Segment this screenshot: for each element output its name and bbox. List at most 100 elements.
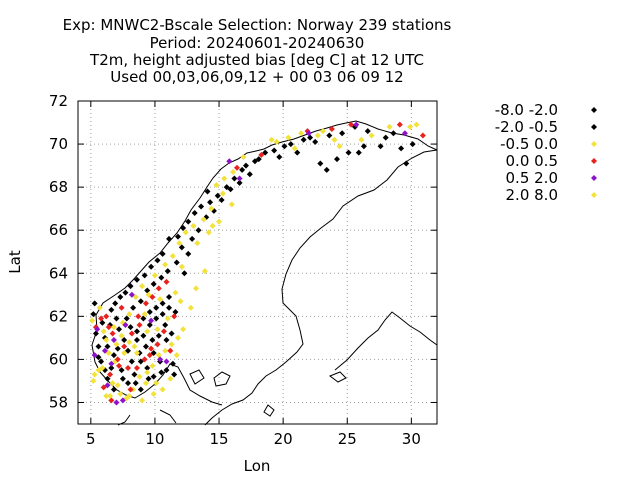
data-point — [227, 186, 234, 193]
data-point — [117, 390, 124, 397]
legend-marker — [591, 175, 597, 181]
title-line-2: Period: 20240601-20240630 — [150, 34, 365, 52]
data-point — [150, 281, 157, 288]
data-point — [166, 304, 173, 311]
data-point — [339, 130, 346, 137]
data-point — [185, 218, 192, 225]
data-point — [181, 270, 188, 277]
data-point — [204, 188, 211, 195]
data-point — [195, 227, 202, 234]
data-point — [104, 382, 111, 389]
data-point — [133, 365, 140, 372]
data-point — [348, 121, 355, 128]
data-point — [336, 143, 343, 150]
data-point — [139, 283, 146, 290]
data-point — [155, 285, 162, 292]
data-point — [164, 268, 171, 275]
data-point — [126, 311, 133, 318]
data-point — [108, 360, 115, 367]
data-point — [153, 304, 160, 311]
data-point — [157, 296, 164, 303]
data-point — [108, 397, 115, 404]
data-point — [218, 197, 225, 204]
data-point — [122, 321, 129, 328]
data-point — [173, 352, 180, 359]
data-point — [104, 343, 111, 350]
data-point — [233, 164, 240, 171]
data-point — [221, 175, 228, 182]
data-point — [148, 345, 155, 352]
data-point — [114, 382, 121, 389]
coastline-map — [91, 120, 438, 426]
data-point — [163, 358, 170, 365]
data-point — [360, 143, 367, 150]
data-point — [141, 272, 148, 279]
data-point — [358, 136, 365, 143]
data-point — [314, 132, 321, 139]
data-point — [91, 300, 98, 307]
data-point — [107, 371, 114, 378]
data-point — [146, 309, 153, 316]
data-point — [155, 352, 162, 359]
data-point — [133, 337, 140, 344]
data-point — [368, 132, 375, 139]
data-point — [154, 341, 161, 348]
data-point — [377, 143, 384, 150]
data-point — [126, 339, 133, 346]
data-point — [95, 343, 102, 350]
data-point — [127, 324, 134, 331]
x-tick-label: 10 — [145, 430, 164, 448]
data-point — [155, 332, 162, 339]
data-point — [390, 130, 397, 137]
data-point — [144, 369, 151, 376]
data-point — [91, 352, 98, 359]
data-point — [144, 328, 151, 335]
data-point — [149, 337, 156, 344]
data-point — [169, 253, 176, 260]
data-point — [187, 304, 194, 311]
data-point — [198, 203, 205, 210]
legend-label: 0.5 2.0 — [506, 169, 558, 187]
data-point — [127, 283, 134, 290]
data-point — [239, 166, 246, 173]
data-point — [146, 352, 153, 359]
data-point — [291, 145, 298, 152]
data-point — [166, 293, 173, 300]
data-point — [103, 337, 110, 344]
x-tick-label: 20 — [274, 430, 293, 448]
data-point — [236, 175, 243, 182]
data-point — [119, 397, 126, 404]
data-point — [123, 315, 130, 322]
data-point — [213, 181, 220, 188]
data-point — [103, 393, 110, 400]
data-point — [90, 311, 97, 318]
data-point — [150, 390, 157, 397]
legend-label: 0.0 0.5 — [506, 152, 558, 170]
data-point — [167, 375, 174, 382]
grid — [78, 100, 437, 424]
legend-marker — [591, 192, 597, 198]
data-point — [105, 324, 112, 331]
data-point — [148, 317, 155, 324]
data-point — [153, 315, 160, 322]
data-point — [113, 341, 120, 348]
data-point — [142, 380, 149, 387]
data-point — [104, 375, 111, 382]
data-point — [326, 132, 333, 139]
data-point — [150, 373, 157, 380]
data-point — [396, 121, 403, 128]
scatter-points — [89, 121, 426, 406]
data-point — [190, 222, 197, 229]
data-point — [128, 330, 135, 337]
data-point — [242, 162, 249, 169]
data-point — [109, 330, 116, 337]
data-point — [175, 334, 182, 341]
data-point — [331, 136, 338, 143]
data-point — [294, 149, 301, 156]
data-point — [121, 349, 128, 356]
data-point — [207, 199, 214, 206]
x-tick-label: 30 — [402, 430, 421, 448]
data-point — [271, 147, 278, 154]
data-point — [118, 367, 125, 374]
x-tick-label: 15 — [209, 430, 228, 448]
